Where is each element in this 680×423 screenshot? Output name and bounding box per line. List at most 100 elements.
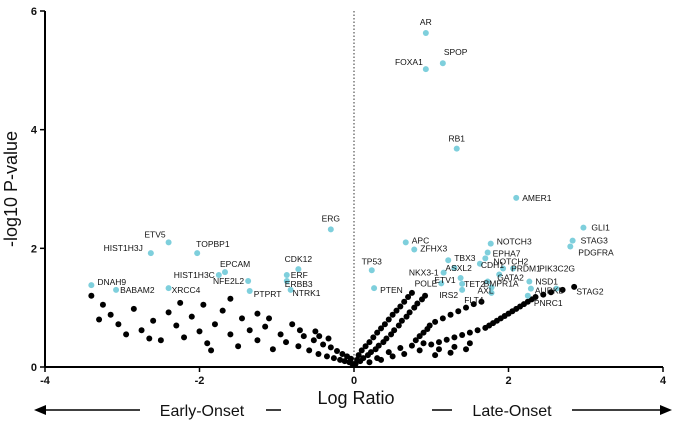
background-point xyxy=(401,298,408,305)
highlighted-point xyxy=(569,237,576,244)
gene-label: BMPR1A xyxy=(484,279,519,289)
highlighted-point xyxy=(368,267,375,274)
background-point xyxy=(378,356,385,363)
background-point xyxy=(378,325,385,332)
highlighted-point xyxy=(194,250,201,257)
highlighted-point xyxy=(283,277,290,284)
gene-label: DNAH9 xyxy=(97,277,126,287)
background-point xyxy=(146,335,153,342)
background-point xyxy=(412,337,419,344)
y-tick-label: 0 xyxy=(31,362,37,374)
background-point xyxy=(366,339,373,346)
highlighted-point xyxy=(221,269,228,276)
background-point xyxy=(360,355,367,362)
background-point xyxy=(177,299,184,306)
background-point xyxy=(389,311,396,318)
highlighted-point xyxy=(459,286,466,293)
gene-label: ZFHX3 xyxy=(420,244,447,254)
background-point xyxy=(341,358,348,365)
gene-label: AR xyxy=(420,17,432,27)
background-point xyxy=(306,347,313,354)
background-point xyxy=(99,301,106,308)
gene-label: STAG3 xyxy=(581,236,609,246)
gene-label: CDH1 xyxy=(481,260,504,270)
background-point xyxy=(165,309,172,316)
highlighted-point xyxy=(147,250,154,257)
y-tick-label: 6 xyxy=(31,6,37,18)
background-point xyxy=(219,307,226,314)
highlighted-point xyxy=(482,255,489,262)
gene-label: FOXA1 xyxy=(395,57,423,67)
highlighted-point xyxy=(327,226,334,233)
y-axis-title: -log10 P-value xyxy=(1,131,21,247)
background-point xyxy=(391,327,398,334)
x-tick-label: -4 xyxy=(40,375,51,387)
gene-label: AXL xyxy=(478,285,494,295)
gene-label: PTEN xyxy=(380,285,403,295)
highlighted-point xyxy=(526,278,533,285)
background-point xyxy=(254,337,261,344)
gene-label: AURKB xyxy=(535,286,565,296)
background-point xyxy=(362,343,369,350)
highlighted-point xyxy=(500,265,507,272)
label-background xyxy=(140,398,266,420)
highlighted-point xyxy=(165,239,172,246)
gene-label: IRS2 xyxy=(439,290,458,300)
highlighted-point xyxy=(527,285,534,292)
background-point xyxy=(358,347,365,354)
gene-label: XRCC4 xyxy=(172,285,201,295)
highlighted-point xyxy=(411,246,418,253)
highlighted-point xyxy=(215,272,222,279)
background-point xyxy=(366,359,373,366)
highlighted-point xyxy=(580,224,587,231)
gene-label: TP53 xyxy=(362,256,383,266)
background-point xyxy=(208,347,215,354)
background-point xyxy=(447,311,454,318)
background-point xyxy=(238,315,245,322)
gene-label: NOTCH3 xyxy=(497,237,532,247)
gene-label: EPHA7 xyxy=(493,248,521,258)
highlighted-point xyxy=(553,285,560,292)
left-arrow-icon xyxy=(34,405,46,415)
gene-label: SPOP xyxy=(444,47,468,57)
gene-label: TBX3 xyxy=(454,253,476,263)
background-point xyxy=(405,293,412,300)
highlighted-point xyxy=(295,266,302,273)
background-point xyxy=(370,334,377,341)
background-point xyxy=(115,321,122,328)
axes: -4 -2 0 2 4 0 2 4 6 Log Ratio -log10 P-value Early-… xyxy=(1,6,672,420)
background-point xyxy=(300,333,307,340)
background-point xyxy=(397,345,404,352)
background-point xyxy=(173,322,180,329)
highlighted-point xyxy=(487,240,494,247)
background-point xyxy=(416,347,423,354)
background-point xyxy=(463,304,470,311)
highlighted-point xyxy=(457,275,464,281)
background-point xyxy=(383,335,390,342)
background-point xyxy=(296,327,303,334)
highlighted-point xyxy=(245,277,252,284)
early-onset-label: Early-Onset xyxy=(160,403,245,420)
gene-label: ASXL2 xyxy=(445,263,472,273)
gene-label: BABAM2 xyxy=(120,285,155,295)
gene-label: POLE xyxy=(415,278,438,288)
background-point xyxy=(389,353,396,360)
background-point xyxy=(310,337,317,344)
highlighted-point xyxy=(453,145,460,152)
background-point xyxy=(385,349,392,356)
highlighted-point xyxy=(439,60,446,67)
gene-label: ERG xyxy=(322,213,340,223)
x-tick-label: 4 xyxy=(660,375,667,387)
gene-label: PDGFRA xyxy=(578,248,614,258)
background-point xyxy=(315,350,322,357)
background-point xyxy=(266,315,273,322)
highlighted-point xyxy=(451,264,458,271)
gene-label: CDK12 xyxy=(285,254,313,264)
background-point xyxy=(435,339,442,346)
background-point xyxy=(411,304,418,311)
background-point xyxy=(416,333,423,340)
background-point xyxy=(459,331,466,338)
background-point xyxy=(107,311,114,318)
gene-label: PTPRT xyxy=(254,289,282,299)
highlighted-point xyxy=(488,289,495,296)
